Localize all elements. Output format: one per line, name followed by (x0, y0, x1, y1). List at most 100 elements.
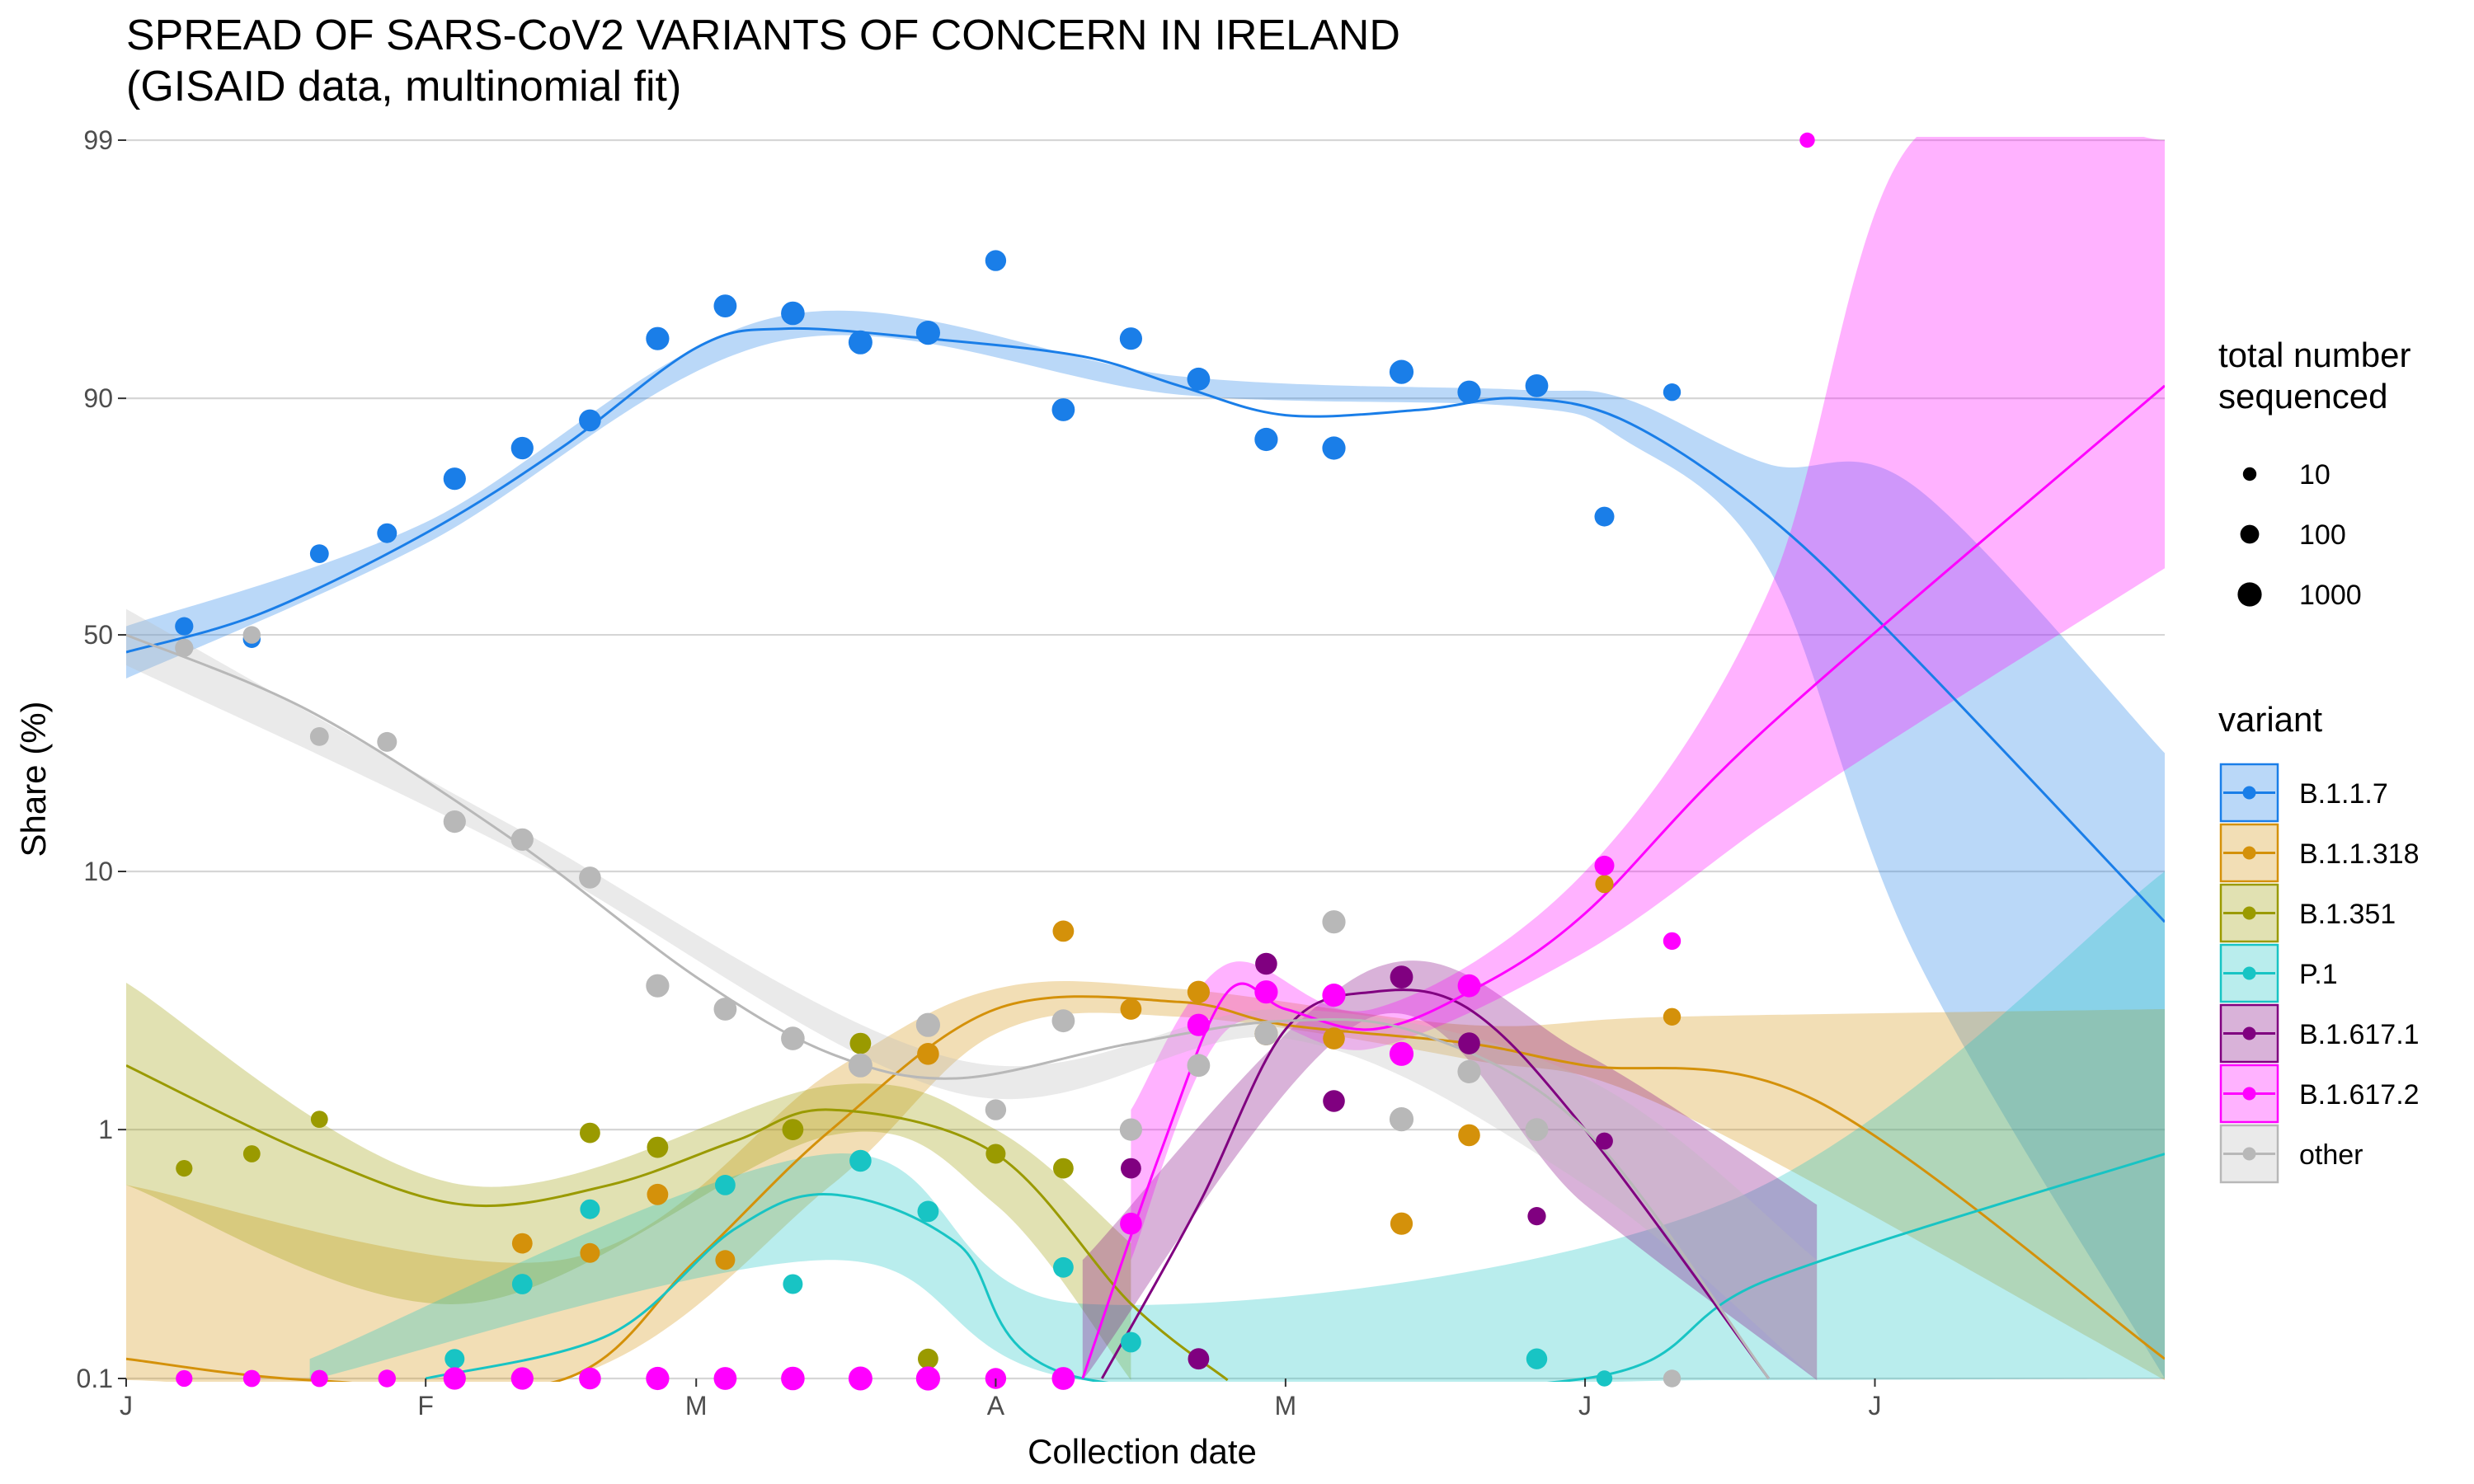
size-legend-title-line: sequenced (2218, 377, 2388, 416)
chart-subtitle: (GISAID data, multinomial fit) (126, 63, 681, 110)
point-b-1-1-7 (1254, 427, 1278, 452)
fit-line-b-1-1-7 (126, 326, 2165, 923)
point-other (1663, 1369, 1681, 1388)
x-tick-label: J (1869, 1391, 1882, 1421)
point-b-1-1-318 (1595, 875, 1614, 894)
point-b-1-1-318 (1458, 1124, 1480, 1147)
point-other (781, 1026, 805, 1050)
point-p-1 (917, 1200, 939, 1223)
x-tick-label: J (1578, 1391, 1592, 1421)
point-b-1-1-318 (1187, 980, 1210, 1003)
point-b-1-351 (242, 1145, 261, 1162)
point-b-1-1-7 (309, 544, 329, 563)
point-b-1-617-2 (1457, 974, 1481, 998)
point-b-1-1-318 (917, 1043, 939, 1065)
legend-key-dot-p-1 (2242, 966, 2256, 980)
point-b-1-1-318 (1323, 1027, 1345, 1050)
legend-label-p-1: P.1 (2299, 959, 2338, 990)
point-b-1-617-2 (848, 1366, 872, 1391)
point-b-1-617-2 (1389, 1041, 1414, 1066)
point-b-1-1-7 (377, 523, 397, 543)
point-b-1-1-7 (1119, 327, 1142, 350)
ci-band-b-1-617-1 (1082, 960, 1818, 1380)
ci-band-p-1 (309, 871, 2165, 1382)
point-p-1 (1053, 1256, 1074, 1278)
legend-label-b-1-1-318: B.1.1.318 (2299, 838, 2420, 870)
point-b-1-617-2 (1594, 855, 1615, 876)
point-b-1-351 (782, 1119, 804, 1140)
ci-band-b-1-1-318 (126, 981, 2165, 1382)
point-b-1-617-2 (915, 1366, 940, 1391)
point-b-1-351 (918, 1348, 938, 1369)
point-b-1-351 (985, 1144, 1006, 1164)
chart-title: SPREAD OF SARS-CoV2 VARIANTS OF CONCERN … (126, 12, 1400, 59)
point-b-1-1-7 (713, 294, 737, 317)
legend-label-b-1-351: B.1.351 (2299, 899, 2396, 930)
point-b-1-617-2 (579, 1367, 601, 1390)
point-p-1 (849, 1149, 872, 1172)
size-legend-title-line: total number (2218, 336, 2411, 374)
y-tick-label: 99 (83, 125, 113, 155)
point-p-1 (444, 1349, 465, 1369)
x-tick-label: M (685, 1391, 708, 1421)
size-legend-label: 100 (2299, 519, 2346, 551)
confidence-bands (126, 137, 2165, 1382)
size-legend-label: 10 (2299, 459, 2331, 491)
point-b-1-351 (310, 1111, 328, 1128)
point-other (1254, 1021, 1278, 1045)
point-p-1 (1596, 1370, 1613, 1387)
size-legend-dot (2240, 524, 2260, 544)
point-b-1-1-7 (510, 436, 534, 460)
point-b-1-1-7 (175, 617, 194, 636)
point-p-1 (715, 1175, 736, 1195)
point-b-1-1-7 (1594, 506, 1615, 527)
point-b-1-1-318 (580, 1242, 600, 1263)
point-b-1-1-7 (1389, 359, 1414, 384)
point-other (646, 974, 670, 998)
point-p-1 (1121, 1331, 1141, 1353)
point-other (1051, 1009, 1075, 1033)
point-b-1-617-2 (781, 1366, 805, 1391)
point-b-1-617-2 (242, 1369, 261, 1388)
point-b-1-617-1 (1596, 1132, 1613, 1150)
y-tick-label: 90 (83, 383, 113, 413)
point-b-1-1-318 (1052, 920, 1075, 942)
x-tick-label: F (417, 1391, 434, 1421)
legend-label-other: other (2299, 1139, 2363, 1171)
fit-line-other (126, 633, 1770, 1379)
x-tick-label: M (1275, 1391, 1297, 1421)
legend-key-dot-b-1-351 (2242, 906, 2256, 920)
size-legend-label: 1000 (2299, 580, 2362, 611)
point-b-1-617-2 (1254, 980, 1278, 1004)
legend-label-b-1-617-2: B.1.617.2 (2299, 1079, 2420, 1111)
legend-key-dot-b-1-1-7 (2242, 786, 2256, 800)
y-tick-label: 0.1 (77, 1364, 113, 1393)
point-other (1322, 910, 1346, 934)
point-other (1457, 1059, 1481, 1083)
point-b-1-617-1 (1458, 1032, 1480, 1054)
legend-label-b-1-617-1: B.1.617.1 (2299, 1019, 2420, 1050)
point-b-1-1-7 (443, 467, 466, 491)
ci-band-b-1-617-2 (1131, 137, 2165, 1261)
fit-lines (126, 326, 2165, 1382)
point-p-1 (783, 1274, 803, 1294)
point-b-1-1-318 (715, 1250, 736, 1270)
point-b-1-1-318 (1390, 1212, 1413, 1235)
point-other (848, 1053, 872, 1078)
fit-line-b-1-351 (126, 1064, 1229, 1382)
point-b-1-617-1 (1390, 965, 1413, 989)
point-p-1 (580, 1199, 600, 1219)
point-other (175, 638, 194, 657)
y-tick-label: 1 (98, 1115, 113, 1144)
point-other (443, 810, 466, 834)
point-other (1187, 1054, 1211, 1078)
point-b-1-1-7 (915, 321, 940, 345)
fit-line-b-1-1-318 (126, 995, 2165, 1382)
point-b-1-617-2 (1051, 1367, 1075, 1390)
point-p-1 (1526, 1348, 1548, 1369)
point-b-1-617-2 (510, 1367, 534, 1390)
legend-key-dot-other (2242, 1147, 2256, 1161)
